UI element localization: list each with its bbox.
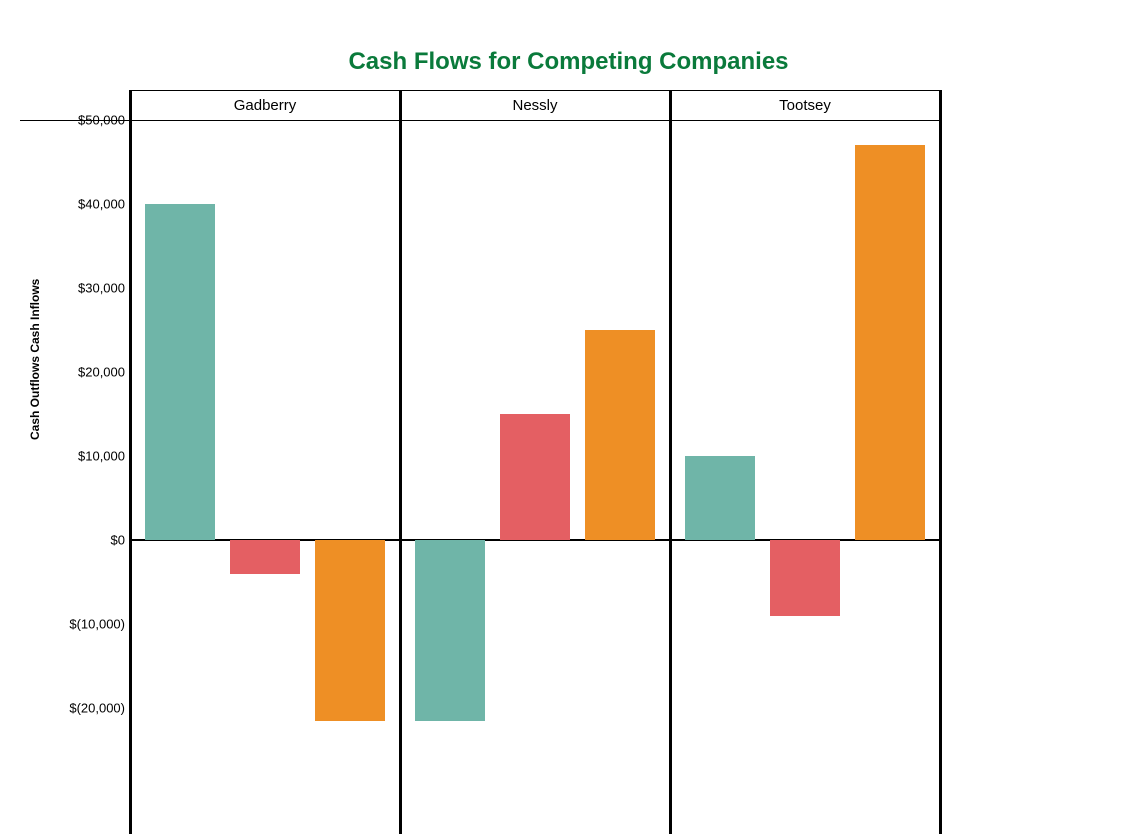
y-tick-label: $10,000 bbox=[60, 449, 125, 464]
bar bbox=[855, 145, 925, 540]
y-tick-label: $(10,000) bbox=[60, 617, 125, 632]
bar bbox=[230, 540, 300, 574]
axis-line bbox=[939, 90, 942, 834]
y-tick-label: $40,000 bbox=[60, 197, 125, 212]
bar bbox=[770, 540, 840, 616]
bar bbox=[145, 204, 215, 540]
axis-line bbox=[129, 90, 132, 834]
plot-area bbox=[130, 90, 940, 741]
axis-line bbox=[20, 120, 940, 121]
bar bbox=[500, 414, 570, 540]
axis-line bbox=[399, 90, 402, 834]
y-tick-label: $0 bbox=[60, 533, 125, 548]
bar bbox=[685, 456, 755, 540]
bar bbox=[415, 540, 485, 721]
y-tick-label: $20,000 bbox=[60, 365, 125, 380]
y-tick-label: $30,000 bbox=[60, 281, 125, 296]
bar bbox=[315, 540, 385, 721]
chart-title: Cash Flows for Competing Companies bbox=[0, 48, 1137, 76]
y-tick-label: $(20,000) bbox=[60, 701, 125, 716]
y-axis-label: Cash Outflows Cash Inflows bbox=[28, 279, 42, 440]
bar bbox=[585, 330, 655, 540]
axis-line bbox=[669, 90, 672, 834]
